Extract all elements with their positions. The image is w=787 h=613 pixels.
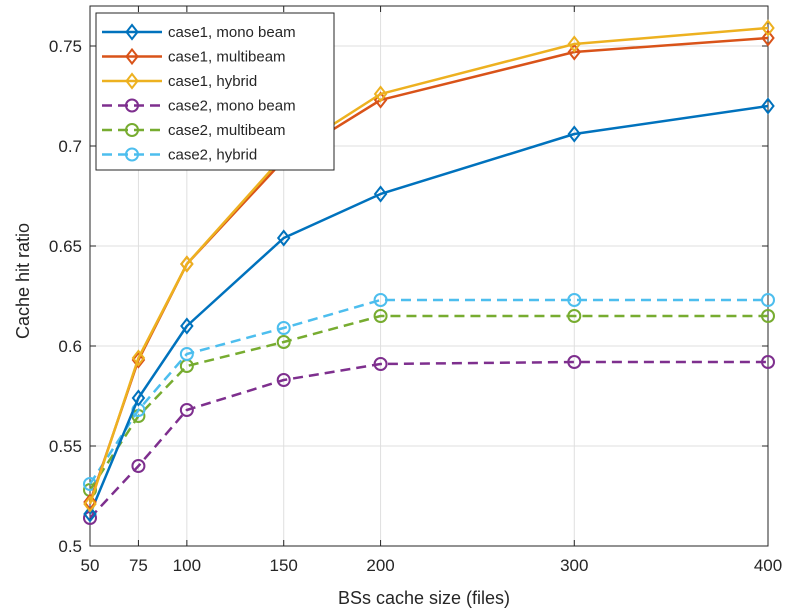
- legend-item: case1, multibeam: [102, 47, 286, 66]
- legend-item: case1, mono beam: [102, 23, 296, 41]
- x-tick-label: 50: [81, 556, 100, 575]
- x-tick-label: 100: [173, 556, 201, 575]
- data-point-circle: [276, 321, 291, 335]
- legend-item: case1, hybrid: [102, 72, 257, 90]
- x-tick-label: 150: [270, 556, 298, 575]
- legend-box: [95, 12, 335, 171]
- data-point-diamond: [83, 505, 97, 523]
- series-case1-mono-beam: [83, 97, 775, 523]
- series-case2-multibeam: [83, 309, 775, 497]
- legend-label: case1, mono beam: [168, 24, 296, 41]
- x-tick-label: 200: [366, 556, 394, 575]
- data-point-circle: [567, 309, 582, 323]
- y-tick-label: 0.5: [58, 537, 82, 556]
- legend-label: case2, mono beam: [168, 98, 296, 115]
- legend-label: case1, multibeam: [168, 49, 286, 66]
- data-point-circle: [567, 293, 582, 307]
- data-point-diamond: [131, 389, 146, 407]
- data-point-circle: [131, 459, 146, 473]
- data-point-diamond: [761, 19, 775, 37]
- y-tick-label: 0.55: [49, 437, 82, 456]
- data-point-circle: [567, 355, 582, 369]
- data-point-circle: [276, 335, 291, 349]
- data-point-circle: [179, 347, 194, 361]
- data-point-diamond: [131, 351, 146, 369]
- x-tick-label: 400: [754, 556, 782, 575]
- plot-border: [89, 5, 769, 547]
- series-line: [88, 298, 768, 485]
- data-point-diamond: [373, 85, 388, 103]
- data-point-diamond: [761, 97, 775, 115]
- y-tick-label: 0.75: [49, 37, 82, 56]
- data-point-circle: [761, 309, 775, 323]
- legend-label: case2, multibeam: [168, 122, 286, 139]
- y-tick-label: 0.7: [58, 137, 82, 156]
- series-case2-hybrid: [83, 293, 775, 491]
- data-point-circle: [761, 293, 775, 307]
- data-point-diamond: [125, 72, 139, 90]
- y-tick-labels: 0.5 0.55 0.6 0.65 0.7 0.75: [49, 37, 82, 556]
- data-point-circle: [761, 355, 775, 369]
- data-point-circle: [179, 403, 194, 417]
- legend-item: case2, multibeam: [102, 122, 286, 139]
- data-point-diamond: [567, 43, 582, 61]
- series-line: [88, 314, 768, 491]
- data-point-diamond: [276, 229, 291, 247]
- data-point-circle: [373, 357, 388, 371]
- plot-frame: [89, 5, 769, 547]
- legend-label: case1, hybrid: [168, 73, 257, 90]
- data-point-diamond: [567, 125, 582, 143]
- series-line: [89, 360, 768, 519]
- data-point-diamond: [125, 47, 139, 66]
- data-point-diamond: [761, 29, 775, 47]
- data-point-diamond: [125, 23, 139, 41]
- y-tick-label: 0.6: [58, 337, 82, 356]
- x-tick-labels: 50 75 100 150 200 300 400: [81, 556, 783, 575]
- data-point-circle: [373, 309, 388, 323]
- x-tick-label: 75: [129, 556, 148, 575]
- series-case2-mono-beam: [83, 355, 775, 525]
- series-line: [88, 104, 769, 515]
- data-point-circle: [373, 293, 388, 307]
- data-point-diamond: [131, 349, 146, 367]
- legend-item: case2, hybrid: [102, 147, 257, 164]
- data-point-circle: [125, 98, 139, 113]
- x-axis-title: BSs cache size (files): [338, 588, 510, 608]
- x-tick-label: 300: [560, 556, 588, 575]
- y-tick-label: 0.65: [49, 237, 82, 256]
- legend: case1, mono beam case1, multibeam case1, h…: [95, 12, 335, 171]
- data-point-diamond: [180, 255, 194, 273]
- data-point-diamond: [83, 495, 97, 513]
- legend-item: case2, mono beam: [102, 98, 296, 115]
- data-point-circle: [125, 123, 139, 137]
- y-axis-title: Cache hit ratio: [13, 223, 33, 339]
- data-point-circle: [276, 373, 291, 387]
- data-point-diamond: [567, 35, 582, 53]
- data-point-diamond: [373, 185, 388, 203]
- legend-label: case2, hybrid: [168, 147, 257, 164]
- data-point-diamond: [83, 493, 97, 511]
- data-point-circle: [125, 147, 139, 162]
- data-point-diamond: [180, 317, 194, 335]
